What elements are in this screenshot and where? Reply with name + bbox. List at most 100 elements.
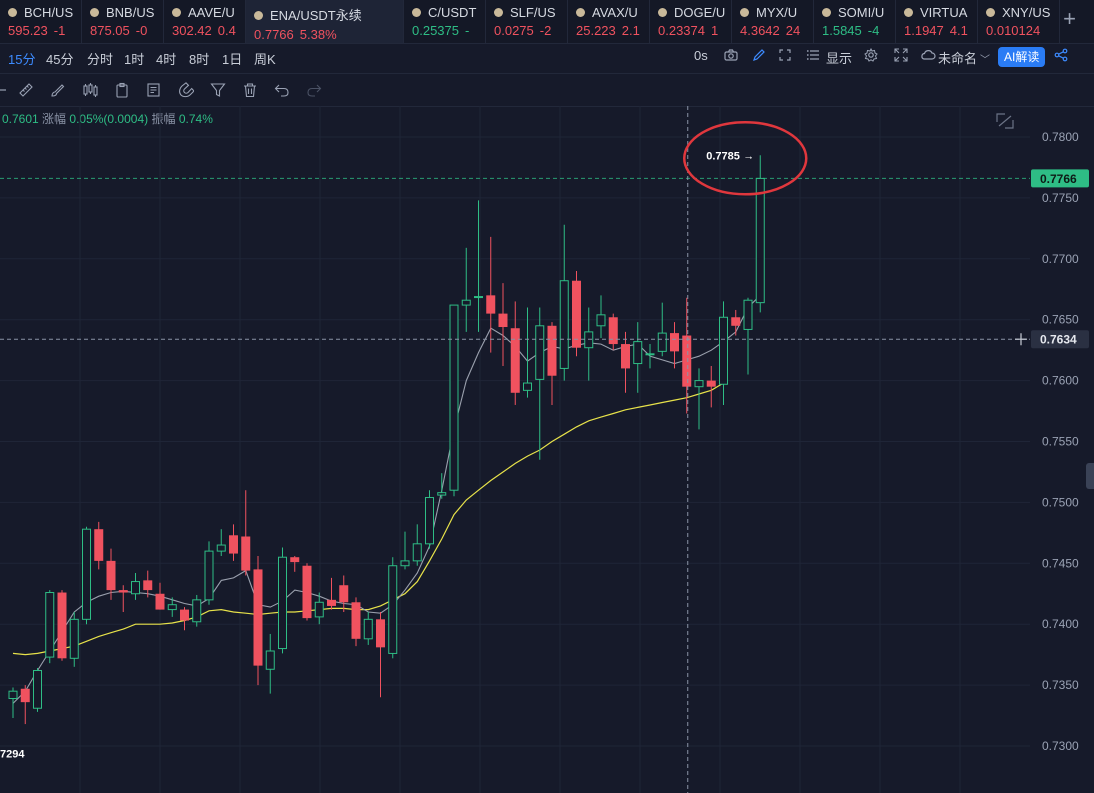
ticker-tab[interactable]: C/USDT 0.25375-: [404, 0, 486, 43]
candle-body: [82, 528, 91, 620]
magnet-icon[interactable]: [178, 82, 195, 98]
candle: [461, 247, 471, 332]
candle: [45, 590, 55, 664]
ticker-price: 0.7766: [254, 27, 294, 42]
candle-body: [20, 688, 30, 703]
coin-icon: [986, 8, 995, 18]
candle-body: [645, 353, 655, 356]
countdown-label: 0s: [694, 48, 708, 63]
ticker-tab[interactable]: SOMI/U 1.5845 -4: [814, 0, 896, 43]
filter-icon[interactable]: [210, 82, 226, 98]
candle-body: [682, 335, 692, 387]
ticker-quote: 4.3642 24: [740, 23, 813, 38]
note-icon[interactable]: [146, 82, 162, 98]
current-price-tag: [1031, 169, 1089, 188]
candle-body: [670, 333, 679, 352]
clipboard-icon[interactable]: [114, 82, 130, 98]
ticker-tab[interactable]: AAVE/U 302.42 0.4: [164, 0, 246, 43]
interval-option[interactable]: 4时: [156, 52, 177, 67]
ticker-price: 875.05: [90, 23, 130, 38]
display-button[interactable]: 显示: [826, 51, 853, 66]
ticker-symbol: ENA/USDT永续: [270, 8, 362, 23]
interval-option[interactable]: 1时: [124, 52, 145, 67]
candle-body: [229, 535, 238, 554]
candle: [657, 302, 667, 357]
candle: [265, 633, 275, 694]
ticker-tab[interactable]: ENA/USDT永续 0.7766 5.38%: [246, 0, 404, 43]
current-price-label: 0.7766: [1040, 172, 1077, 186]
gear-icon[interactable]: [864, 47, 878, 65]
y-tick-label: 0.7550: [1042, 435, 1079, 449]
candles-icon[interactable]: [82, 82, 98, 98]
expand-icon[interactable]: [894, 48, 908, 65]
interval-option[interactable]: 1日: [222, 52, 243, 67]
ticker-tab[interactable]: MYX/U 4.3642 24: [732, 0, 814, 43]
candle-body: [241, 536, 251, 571]
y-tick-label: 0.7800: [1042, 130, 1079, 144]
camera-icon[interactable]: [724, 48, 738, 65]
ticker-tab[interactable]: DOGE/U 0.23374 1: [650, 0, 732, 43]
interval-option[interactable]: 45分: [46, 52, 74, 67]
eraser-icon[interactable]: [242, 82, 258, 98]
candle-body: [731, 317, 741, 326]
cloud-icon[interactable]: [920, 48, 936, 65]
candle-body: [584, 331, 594, 349]
draw-pencil-icon[interactable]: [752, 48, 766, 65]
candle: [645, 344, 655, 369]
ruler-icon[interactable]: [18, 82, 34, 98]
brush-icon[interactable]: [50, 82, 66, 98]
candle-body: [106, 560, 116, 591]
coin-icon: [254, 11, 263, 21]
fullscreen-frame-icon[interactable]: [778, 48, 792, 65]
candle-body: [376, 619, 385, 648]
list-icon[interactable]: [806, 48, 820, 65]
ticker-tab[interactable]: BCH/US 595.23 -1: [0, 0, 82, 43]
candle-body: [572, 280, 581, 348]
coin-icon: [90, 8, 99, 18]
ticker-price: 1.5845: [822, 23, 862, 38]
candle: [694, 368, 704, 430]
ticker-tab[interactable]: BNB/US 875.05 -0: [82, 0, 164, 43]
candle-body: [290, 557, 300, 563]
ticker-tab[interactable]: AVAX/U 25.223 2.1: [568, 0, 650, 43]
candle-body: [621, 344, 630, 369]
crosshair-icon[interactable]: [0, 82, 16, 98]
candle: [216, 529, 226, 556]
candle-body: [327, 599, 336, 606]
share-icon[interactable]: [1054, 48, 1068, 65]
ticker-symbol: DOGE/U: [674, 5, 726, 20]
ticker-change: 4.1: [949, 23, 968, 38]
interval-option[interactable]: 周K: [254, 52, 276, 67]
ticker-change: 2.1: [621, 23, 640, 38]
candle-body: [278, 556, 287, 650]
redo-icon[interactable]: [306, 82, 322, 98]
ticker-price: 1.1947: [904, 23, 944, 38]
ticker-tab[interactable]: XNY/US 0.010124: [978, 0, 1060, 43]
ticker-symbol: BCH/US: [24, 5, 74, 20]
ticker-tab[interactable]: VIRTUA 1.1947 4.1: [896, 0, 978, 43]
interval-option[interactable]: 分时: [87, 52, 114, 67]
candle-body: [437, 492, 447, 496]
layout-name[interactable]: 未命名 ﹀: [938, 48, 990, 67]
coin-icon: [8, 8, 17, 18]
candle: [229, 524, 238, 561]
interval-option[interactable]: 15分: [8, 52, 36, 67]
amplitude-label: 振幅: [151, 112, 176, 126]
ticker-tab[interactable]: SLF/US 0.0275 -2: [486, 0, 568, 43]
right-panel-toggle[interactable]: [1086, 463, 1094, 489]
candle-body: [425, 497, 434, 545]
candle-body: [180, 609, 189, 621]
candle-body: [131, 581, 140, 595]
ticker-quote: 0.7766 5.38%: [254, 27, 403, 42]
add-ticker-button[interactable]: +: [1063, 6, 1076, 31]
candle: [33, 668, 42, 712]
ticker-symbol: SLF/US: [510, 5, 556, 20]
coin-icon: [576, 8, 585, 18]
interval-option[interactable]: 8时: [189, 52, 210, 67]
candle-body: [363, 618, 373, 640]
candle: [400, 531, 410, 570]
price-chart[interactable]: 0.7800 0.7750 0.7700 0.7650 0.7600 0.7550 0.75…: [0, 106, 1094, 793]
undo-icon[interactable]: [274, 82, 290, 98]
candle-body: [461, 299, 471, 306]
ai-interpret-button[interactable]: AI解读: [998, 47, 1046, 67]
